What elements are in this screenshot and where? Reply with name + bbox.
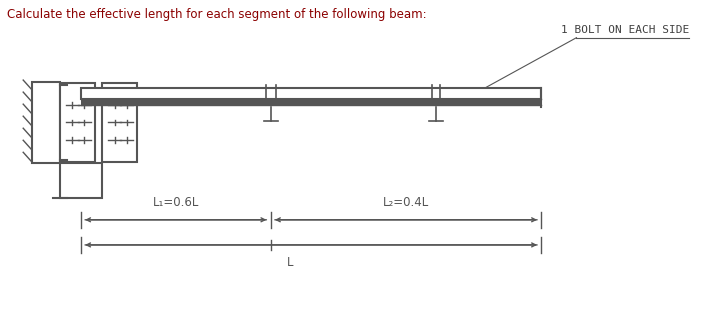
Text: L₁=0.6L: L₁=0.6L	[153, 196, 199, 209]
Bar	[81, 88, 541, 99]
Text: L: L	[287, 256, 293, 269]
Text: L₂=0.4L: L₂=0.4L	[383, 196, 429, 209]
Bar	[102, 83, 137, 162]
Text: Calculate the effective length for each segment of the following beam:: Calculate the effective length for each …	[7, 8, 427, 21]
Text: 1 BOLT ON EACH SIDE: 1 BOLT ON EACH SIDE	[561, 24, 689, 35]
Bar	[32, 82, 60, 163]
Bar	[81, 99, 541, 105]
Bar	[60, 83, 95, 162]
Bar	[60, 163, 102, 198]
